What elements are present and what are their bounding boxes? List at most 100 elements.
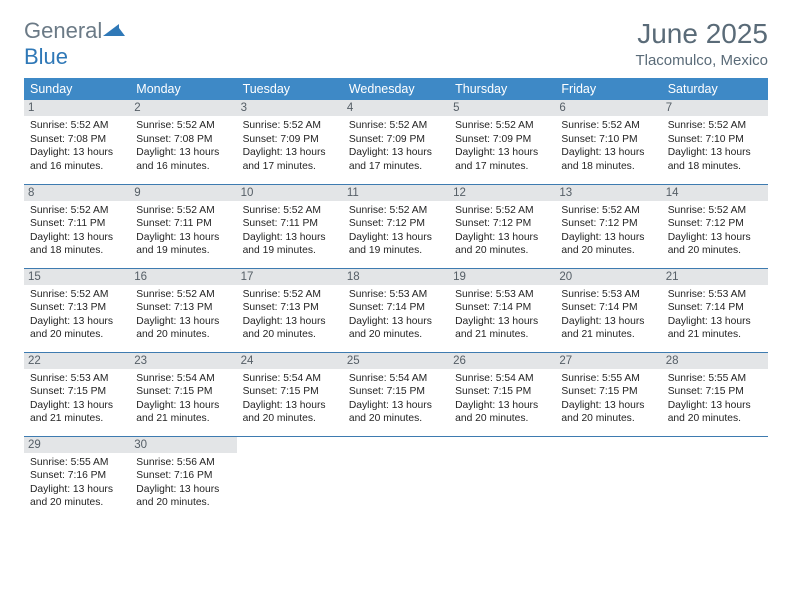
sunset-line: Sunset: 7:11 PM (243, 217, 337, 231)
daylight-line: Daylight: 13 hours and 20 minutes. (455, 399, 549, 426)
daylight-line: Daylight: 13 hours and 20 minutes. (243, 399, 337, 426)
day-info: Sunrise: 5:52 AMSunset: 7:09 PMDaylight:… (243, 119, 337, 173)
logo: General Blue (24, 18, 125, 70)
day-number: 14 (662, 185, 768, 201)
day-number: 6 (555, 100, 661, 116)
day-info: Sunrise: 5:54 AMSunset: 7:15 PMDaylight:… (136, 372, 230, 426)
sunset-line: Sunset: 7:15 PM (668, 385, 762, 399)
day-number: 21 (662, 269, 768, 285)
day-number: 24 (237, 353, 343, 369)
sunset-line: Sunset: 7:09 PM (243, 133, 337, 147)
sunrise-line: Sunrise: 5:52 AM (243, 204, 337, 218)
sunrise-line: Sunrise: 5:52 AM (349, 204, 443, 218)
daylight-line: Daylight: 13 hours and 20 minutes. (668, 399, 762, 426)
sunrise-line: Sunrise: 5:52 AM (30, 204, 124, 218)
day-info: Sunrise: 5:52 AMSunset: 7:10 PMDaylight:… (668, 119, 762, 173)
day-number: 19 (449, 269, 555, 285)
sunset-line: Sunset: 7:09 PM (455, 133, 549, 147)
day-info: Sunrise: 5:53 AMSunset: 7:14 PMDaylight:… (561, 288, 655, 342)
calendar-cell: 28 Sunrise: 5:55 AMSunset: 7:15 PMDayligh… (662, 352, 768, 436)
day-number: 22 (24, 353, 130, 369)
daylight-line: Daylight: 13 hours and 20 minutes. (349, 399, 443, 426)
sunset-line: Sunset: 7:14 PM (455, 301, 549, 315)
sunrise-line: Sunrise: 5:52 AM (561, 204, 655, 218)
day-info: Sunrise: 5:52 AMSunset: 7:08 PMDaylight:… (30, 119, 124, 173)
sunrise-line: Sunrise: 5:52 AM (668, 119, 762, 133)
calendar-cell: 22Sunrise: 5:53 AMSunset: 7:15 PMDayligh… (24, 352, 130, 436)
day-info: Sunrise: 5:55 AMSunset: 7:16 PMDaylight:… (30, 456, 124, 510)
daylight-line: Daylight: 13 hours and 17 minutes. (349, 146, 443, 173)
day-info: Sunrise: 5:52 AMSunset: 7:08 PMDaylight:… (136, 119, 230, 173)
sunrise-line: Sunrise: 5:52 AM (136, 119, 230, 133)
calendar-cell: 11Sunrise: 5:52 AMSunset: 7:12 PMDayligh… (343, 184, 449, 268)
sunrise-line: Sunrise: 5:52 AM (30, 119, 124, 133)
sunrise-line: Sunrise: 5:56 AM (136, 456, 230, 470)
daylight-line: Daylight: 13 hours and 21 minutes. (668, 315, 762, 342)
calendar-cell: 15Sunrise: 5:52 AMSunset: 7:13 PMDayligh… (24, 268, 130, 352)
calendar-cell (237, 436, 343, 520)
day-info: Sunrise: 5:55 AMSunset: 7:15 PMDaylight:… (668, 372, 762, 426)
calendar-table: SundayMondayTuesdayWednesdayThursdayFrid… (24, 78, 768, 520)
sunset-line: Sunset: 7:13 PM (136, 301, 230, 315)
day-number: 26 (449, 353, 555, 369)
day-info: Sunrise: 5:52 AMSunset: 7:12 PMDaylight:… (455, 204, 549, 258)
sunset-line: Sunset: 7:12 PM (668, 217, 762, 231)
sunset-line: Sunset: 7:11 PM (136, 217, 230, 231)
calendar-cell: 26 Sunrise: 5:54 AMSunset: 7:15 PMDayligh… (449, 352, 555, 436)
day-info: Sunrise: 5:54 AMSunset: 7:15 PMDaylight:… (349, 372, 443, 426)
day-info: Sunrise: 5:54 AMSunset: 7:15 PMDaylight:… (455, 372, 549, 426)
calendar-cell (555, 436, 661, 520)
daylight-line: Daylight: 13 hours and 20 minutes. (349, 315, 443, 342)
daylight-line: Daylight: 13 hours and 20 minutes. (455, 231, 549, 258)
daylight-line: Daylight: 13 hours and 21 minutes. (30, 399, 124, 426)
calendar-cell (662, 436, 768, 520)
calendar-cell: 8Sunrise: 5:52 AMSunset: 7:11 PMDaylight… (24, 184, 130, 268)
sunrise-line: Sunrise: 5:54 AM (349, 372, 443, 386)
sunset-line: Sunset: 7:08 PM (30, 133, 124, 147)
calendar-cell: 29Sunrise: 5:55 AMSunset: 7:16 PMDayligh… (24, 436, 130, 520)
day-number: 20 (555, 269, 661, 285)
sunset-line: Sunset: 7:15 PM (455, 385, 549, 399)
calendar-cell: 5Sunrise: 5:52 AMSunset: 7:09 PMDaylight… (449, 100, 555, 184)
sunset-line: Sunset: 7:10 PM (668, 133, 762, 147)
calendar-cell: 7Sunrise: 5:52 AMSunset: 7:10 PMDaylight… (662, 100, 768, 184)
logo-text-blue: Blue (24, 44, 68, 69)
page-title: June 2025 (635, 18, 768, 50)
sunset-line: Sunset: 7:13 PM (30, 301, 124, 315)
day-info: Sunrise: 5:52 AMSunset: 7:12 PMDaylight:… (561, 204, 655, 258)
calendar-cell: 19Sunrise: 5:53 AMSunset: 7:14 PMDayligh… (449, 268, 555, 352)
day-number: 30 (130, 437, 236, 453)
title-block: June 2025 Tlacomulco, Mexico (635, 18, 768, 69)
calendar-cell: 6Sunrise: 5:52 AMSunset: 7:10 PMDaylight… (555, 100, 661, 184)
day-number: 13 (555, 185, 661, 201)
sunrise-line: Sunrise: 5:52 AM (30, 288, 124, 302)
sunrise-line: Sunrise: 5:54 AM (136, 372, 230, 386)
day-number: 8 (24, 185, 130, 201)
day-header: Sunday (24, 78, 130, 100)
calendar-cell: 30Sunrise: 5:56 AMSunset: 7:16 PMDayligh… (130, 436, 236, 520)
calendar-cell: 27Sunrise: 5:55 AMSunset: 7:15 PMDayligh… (555, 352, 661, 436)
day-info: Sunrise: 5:55 AMSunset: 7:15 PMDaylight:… (561, 372, 655, 426)
day-info: Sunrise: 5:52 AMSunset: 7:09 PMDaylight:… (349, 119, 443, 173)
sunrise-line: Sunrise: 5:55 AM (561, 372, 655, 386)
day-number: 28 (662, 353, 768, 369)
day-info: Sunrise: 5:52 AMSunset: 7:12 PMDaylight:… (349, 204, 443, 258)
day-info: Sunrise: 5:52 AMSunset: 7:11 PMDaylight:… (243, 204, 337, 258)
daylight-line: Daylight: 13 hours and 20 minutes. (243, 315, 337, 342)
sunset-line: Sunset: 7:15 PM (349, 385, 443, 399)
sunrise-line: Sunrise: 5:52 AM (668, 204, 762, 218)
calendar-cell: 20 Sunrise: 5:53 AMSunset: 7:14 PMDayligh… (555, 268, 661, 352)
daylight-line: Daylight: 13 hours and 20 minutes. (561, 399, 655, 426)
sunset-line: Sunset: 7:13 PM (243, 301, 337, 315)
calendar-body: 1Sunrise: 5:52 AMSunset: 7:08 PMDaylight… (24, 100, 768, 520)
day-info: Sunrise: 5:52 AMSunset: 7:11 PMDaylight:… (136, 204, 230, 258)
daylight-line: Daylight: 13 hours and 20 minutes. (136, 483, 230, 510)
location-label: Tlacomulco, Mexico (635, 52, 768, 69)
day-header: Friday (555, 78, 661, 100)
calendar-cell: 13 Sunrise: 5:52 AMSunset: 7:12 PMDayligh… (555, 184, 661, 268)
sunset-line: Sunset: 7:08 PM (136, 133, 230, 147)
sunrise-line: Sunrise: 5:54 AM (243, 372, 337, 386)
sunrise-line: Sunrise: 5:52 AM (136, 204, 230, 218)
calendar-cell (449, 436, 555, 520)
day-number: 4 (343, 100, 449, 116)
